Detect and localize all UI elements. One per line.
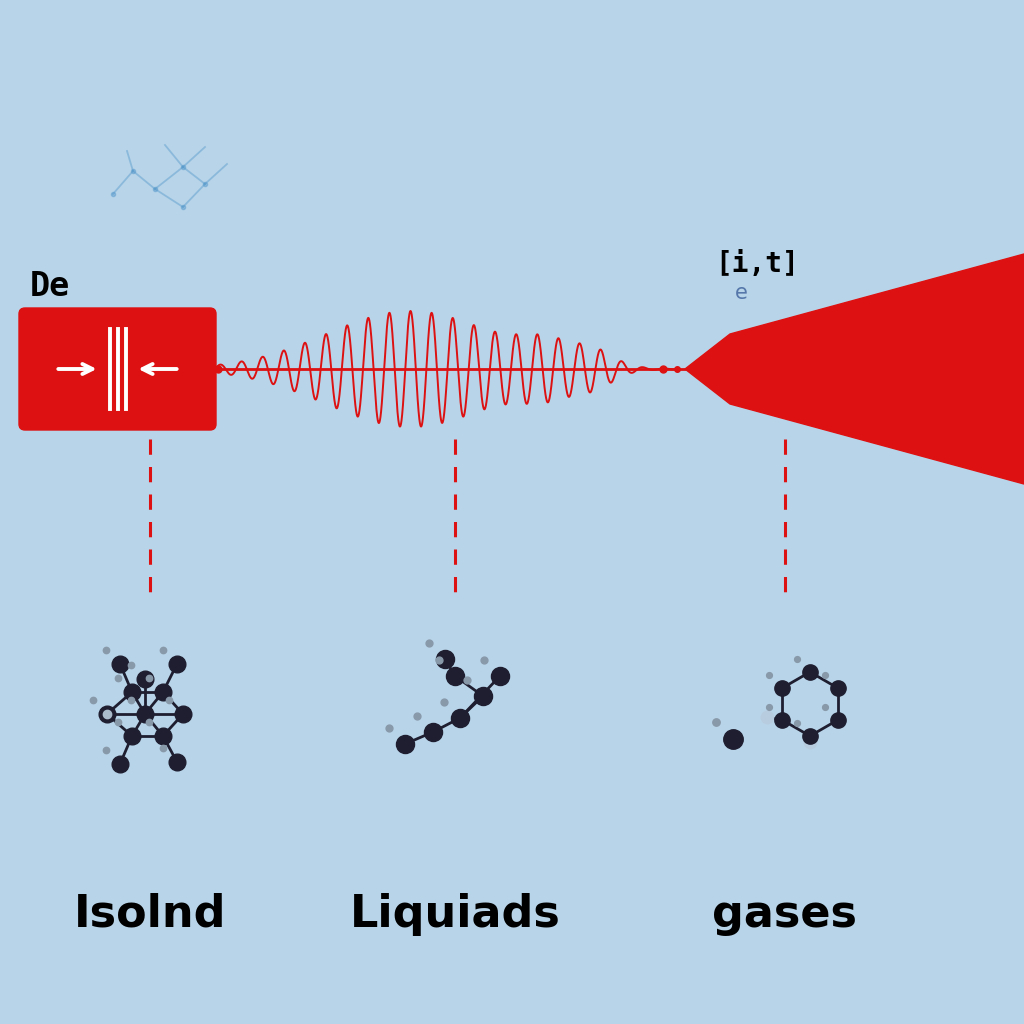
Polygon shape	[685, 254, 1024, 484]
Text: gases: gases	[713, 893, 857, 936]
FancyBboxPatch shape	[19, 308, 216, 430]
Text: Isolnd: Isolnd	[74, 893, 226, 936]
Text: Liquiads: Liquiads	[349, 893, 560, 936]
Text: De: De	[30, 270, 71, 303]
Text: [i,t]: [i,t]	[715, 250, 799, 278]
Text: e: e	[735, 283, 748, 303]
